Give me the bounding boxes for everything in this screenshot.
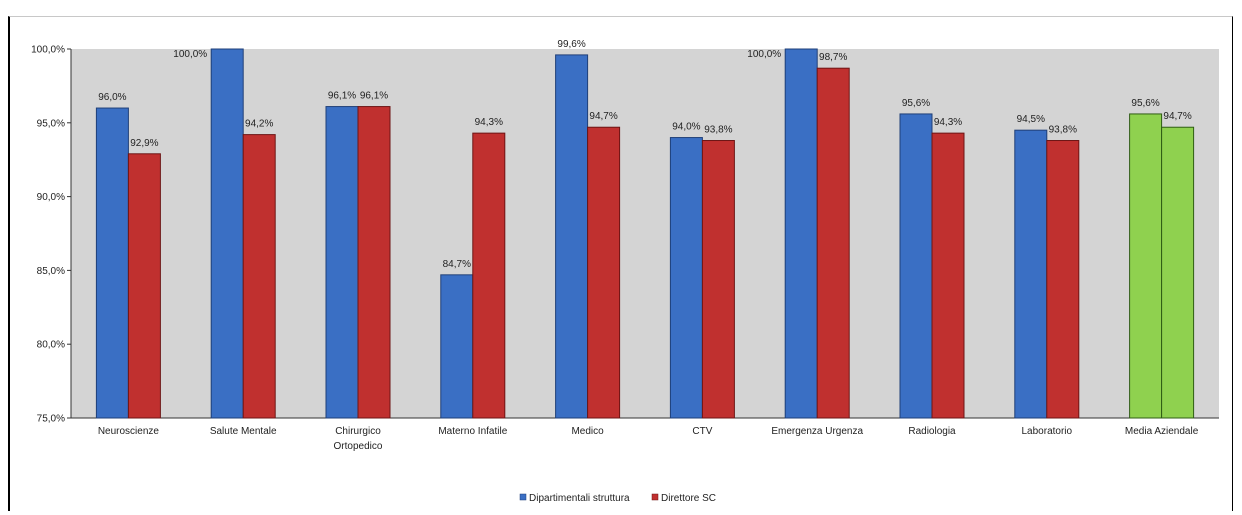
bar-direttore — [701, 140, 735, 419]
bar-dipartimentali — [669, 137, 703, 419]
value-label: 94,2% — [245, 119, 273, 130]
category-label: Media Aziendale — [1125, 426, 1199, 437]
value-label: 93,8% — [704, 125, 732, 136]
bar-dipartimentali — [1129, 113, 1163, 419]
bar-dipartimentali — [899, 113, 933, 419]
category-label-line: Radiologia — [908, 426, 956, 437]
value-label: 95,6% — [902, 98, 930, 109]
bar-dipartimentali — [555, 54, 589, 419]
category-label-line: Materno Infatile — [438, 426, 507, 437]
bar-dipartimentali — [325, 106, 359, 419]
chart-title — [0, 0, 1242, 9]
value-label: 92,9% — [130, 138, 158, 149]
category-label-line: CTV — [692, 426, 712, 437]
category-label: Radiologia — [908, 426, 956, 437]
category-label-line: Emergenza Urgenza — [771, 426, 863, 437]
y-tick-label: 100,0% — [31, 45, 65, 56]
value-label: 96,0% — [98, 92, 126, 103]
value-label: 98,7% — [819, 52, 847, 63]
value-label: 96,1% — [328, 91, 356, 102]
bar-direttore — [816, 67, 850, 419]
y-tick-label: 80,0% — [37, 340, 65, 351]
bar-direttore — [357, 106, 391, 419]
value-label: 95,6% — [1131, 98, 1159, 109]
category-label: Materno Infatile — [438, 426, 507, 437]
category-label-line: Salute Mentale — [210, 426, 277, 437]
chart-frame: 75,0% 80,0% 85,0% 90,0% 95,0% 100,0% 96,0% 92,… — [8, 16, 1233, 511]
value-label: 94,3% — [934, 117, 962, 128]
legend-label: Dipartimentali struttura — [529, 493, 630, 504]
legend-label: Direttore SC — [661, 493, 716, 504]
bar-dipartimentali — [210, 48, 244, 419]
value-label: 100,0% — [747, 49, 781, 60]
legend-swatch — [519, 493, 527, 501]
bar-direttore — [587, 126, 621, 419]
value-labels: 96,0% 92,9% 100,0% 94,2% 96,1% 96,1% 84,7% 94,3… — [98, 39, 1192, 270]
value-label: 94,7% — [1163, 111, 1191, 122]
value-label: 84,7% — [443, 259, 471, 270]
y-tick-label: 75,0% — [37, 414, 65, 425]
bar-direttore — [1046, 140, 1080, 419]
y-tick-label: 95,0% — [37, 118, 65, 129]
bar-direttore — [931, 132, 965, 419]
category-label: Medico — [571, 426, 604, 437]
category-label-line: Laboratorio — [1022, 426, 1073, 437]
bar-direttore — [127, 153, 161, 419]
value-label: 94,5% — [1017, 114, 1045, 125]
category-label-line: Neuroscienze — [98, 426, 160, 437]
bars — [95, 48, 1195, 419]
bar-direttore — [242, 134, 276, 419]
category-label: Laboratorio — [1022, 426, 1073, 437]
category-label: Chirurgico Ortopedico — [334, 426, 383, 452]
category-label: Emergenza Urgenza — [771, 426, 863, 437]
value-label: 94,3% — [475, 117, 503, 128]
bar-dipartimentali — [784, 48, 818, 419]
value-label: 93,8% — [1049, 125, 1077, 136]
bar-direttore — [1161, 126, 1195, 419]
value-label: 100,0% — [173, 49, 207, 60]
value-label: 99,6% — [557, 39, 585, 50]
category-label-line: Media Aziendale — [1125, 426, 1199, 437]
bar-dipartimentali — [440, 274, 474, 419]
x-axis: Neuroscienze Salute Mentale Chirurgico Orto… — [98, 426, 1199, 452]
legend: Dipartimentali struttura Direttore SC — [519, 493, 716, 504]
category-label-line: Chirurgico — [335, 426, 381, 437]
y-tick-label: 85,0% — [37, 266, 65, 277]
bar-dipartimentali — [95, 107, 129, 419]
value-label: 96,1% — [360, 91, 388, 102]
bar-dipartimentali — [1014, 129, 1048, 419]
bar-chart: 75,0% 80,0% 85,0% 90,0% 95,0% 100,0% 96,0% 92,… — [31, 39, 1219, 504]
category-label-line: Ortopedico — [334, 441, 383, 452]
category-label: CTV — [692, 426, 712, 437]
category-label: Neuroscienze — [98, 426, 160, 437]
value-label: 94,7% — [589, 111, 617, 122]
bar-direttore — [472, 132, 506, 419]
y-tick-label: 90,0% — [37, 192, 65, 203]
legend-swatch — [651, 493, 659, 501]
category-label: Salute Mentale — [210, 426, 277, 437]
value-label: 94,0% — [672, 122, 700, 133]
category-label-line: Medico — [571, 426, 604, 437]
